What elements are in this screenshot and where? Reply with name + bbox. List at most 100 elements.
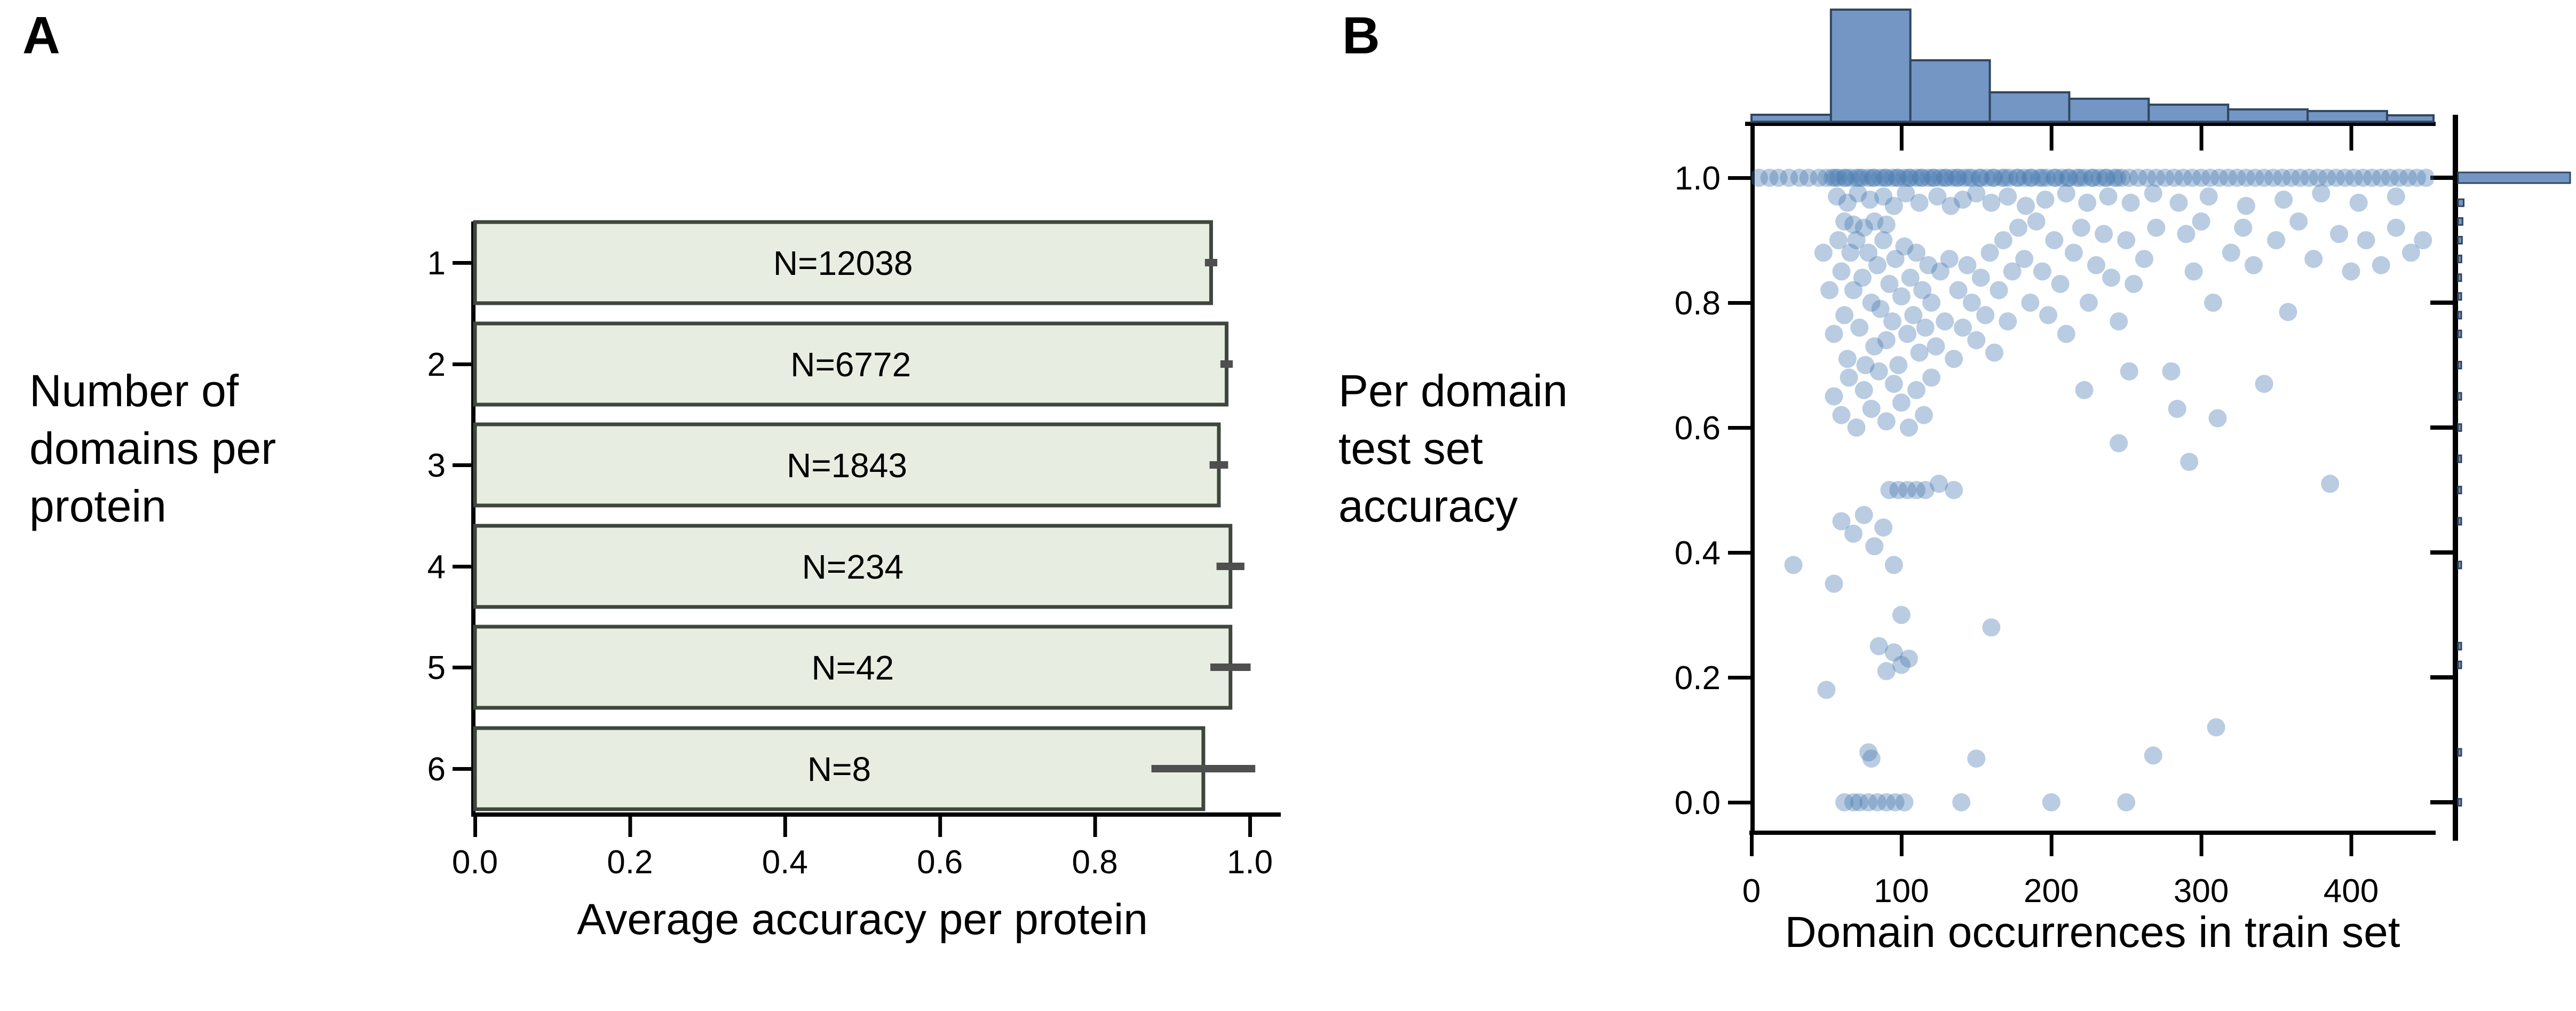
b-scatter-point: [2147, 169, 2166, 187]
b-y-tick: [1728, 676, 1750, 680]
b-scatter-point: [1923, 169, 1942, 187]
b-scatter-point: [2033, 262, 2051, 281]
b-scatter-point: [2078, 193, 2097, 212]
b-scatter-point: [1889, 356, 1908, 374]
b-scatter-point: [1869, 637, 1888, 655]
b-scatter-point: [2038, 169, 2056, 187]
b-scatter-point: [1844, 215, 1862, 234]
a-y-tick-label: 4: [427, 549, 446, 586]
a-bar-label: N=1843: [787, 446, 907, 485]
a-y-spine: [471, 222, 475, 817]
b-right-hist-bar: [2457, 217, 2463, 226]
b-scatter-point: [1884, 375, 1903, 393]
b-scatter-point: [1841, 243, 1860, 262]
panel-a-ylabel-line1: Number of: [29, 366, 239, 416]
b-scatter-point: [1853, 169, 1872, 187]
b-scatter-point: [1832, 512, 1851, 531]
b-scatter-point: [2372, 256, 2390, 274]
a-y-tick: [453, 565, 473, 568]
b-scatter-point: [2222, 243, 2240, 262]
b-scatter-point: [1941, 196, 1960, 215]
b-right-hist-bar: [2457, 560, 2462, 570]
b-scatter-point: [1832, 406, 1851, 424]
b-scatter-point: [2357, 231, 2375, 249]
a-y-tick: [453, 261, 473, 265]
b-x-tick-label: 300: [2174, 873, 2229, 910]
b-scatter-point: [2282, 169, 2301, 187]
b-scatter-point: [1913, 281, 1932, 299]
b-scatter-point: [1907, 481, 1925, 499]
b-top-hist-bar: [2227, 108, 2309, 123]
b-scatter-point: [1910, 343, 1929, 362]
b-scatter-point: [1994, 231, 2012, 249]
b-scatter-point: [2000, 169, 2019, 187]
b-scatter-point: [2096, 169, 2114, 187]
b-scatter-point: [1799, 169, 1818, 187]
b-scatter-point: [1954, 318, 1972, 337]
b-y-tick-label: 1.0: [1675, 160, 1721, 197]
a-x-tick-label: 0.4: [762, 844, 808, 881]
b-scatter-point: [1936, 312, 1954, 331]
b-y-tick-label: 0.2: [1675, 660, 1721, 697]
b-scatter-point: [1901, 268, 1920, 287]
b-top-hist-bar: [2147, 104, 2230, 123]
b-scatter-point: [2057, 184, 2075, 203]
b-right-hist-bar: [2457, 423, 2462, 432]
b-right-hist-bar: [2457, 454, 2462, 463]
b-scatter-point: [1832, 262, 1851, 281]
b-scatter-point: [1874, 187, 1893, 206]
b-scatter-point: [1835, 793, 1854, 811]
b-scatter-point: [1844, 793, 1862, 811]
b-scatter-point: [1978, 169, 1996, 187]
b-x-tick-label: 0: [1742, 873, 1761, 910]
b-scatter-point: [1888, 169, 1906, 187]
b-scatter-point: [2042, 793, 2060, 811]
a-x-tick-label: 0.2: [607, 844, 653, 881]
b-y-tick-label: 0.8: [1675, 285, 1721, 322]
b-right-hist-bar: [2457, 255, 2462, 264]
a-bar-label: N=8: [807, 750, 871, 788]
b-scatter-point: [1856, 356, 1875, 374]
b-right-hist-bar: [2457, 748, 2462, 757]
b-scatter-point: [1907, 243, 1925, 262]
b-scatter-point: [1984, 169, 2002, 187]
b-scatter-point: [2129, 169, 2147, 187]
b-scatter-point: [1790, 169, 1809, 187]
b-scatter-point: [2015, 250, 2034, 268]
b-scatter-point: [1850, 169, 1869, 187]
b-right-hist-bar: [2457, 171, 2571, 184]
b-scatter-point: [2168, 399, 2186, 418]
b-scatter-point: [2387, 218, 2405, 237]
b-scatter-point: [2289, 212, 2308, 231]
b-scatter-point: [2417, 169, 2434, 187]
b-scatter-point: [1982, 193, 2001, 212]
b-scatter-point: [2039, 306, 2058, 325]
b-x-tick-label: 200: [2024, 873, 2079, 910]
b-scatter-point: [1883, 312, 1901, 331]
b-scatter-point: [2110, 434, 2128, 453]
b-x-tick-inner: [1899, 126, 1904, 151]
b-scatter-group: [1751, 169, 2434, 811]
a-bar: [473, 321, 1228, 407]
b-scatter-point: [1898, 481, 1917, 499]
b-right-hist-bar: [2457, 517, 2462, 526]
b-y-tick: [1728, 801, 1750, 804]
b-scatter-point: [1847, 418, 1866, 437]
b-scatter-point: [2180, 453, 2199, 471]
b-scatter-point: [1925, 169, 1944, 187]
panel-a-ylabel-line3: protein: [29, 481, 167, 531]
b-scatter-point: [2342, 262, 2360, 281]
b-y-tick-right: [2430, 550, 2453, 555]
b-scatter-point: [1931, 169, 1949, 187]
b-scatter-point: [1967, 184, 1986, 203]
b-scatter-point: [2318, 169, 2336, 187]
b-scatter-point: [2228, 169, 2246, 187]
a-bar-label: N=12038: [773, 244, 913, 282]
b-scatter-point: [1954, 191, 1972, 209]
b-scatter-point: [2304, 250, 2323, 268]
b-scatter-point: [1892, 287, 1911, 306]
b-scatter-point: [2017, 196, 2035, 215]
b-scatter-point: [2255, 169, 2273, 187]
b-scatter-point: [2237, 169, 2255, 187]
a-y-tick: [453, 767, 473, 771]
